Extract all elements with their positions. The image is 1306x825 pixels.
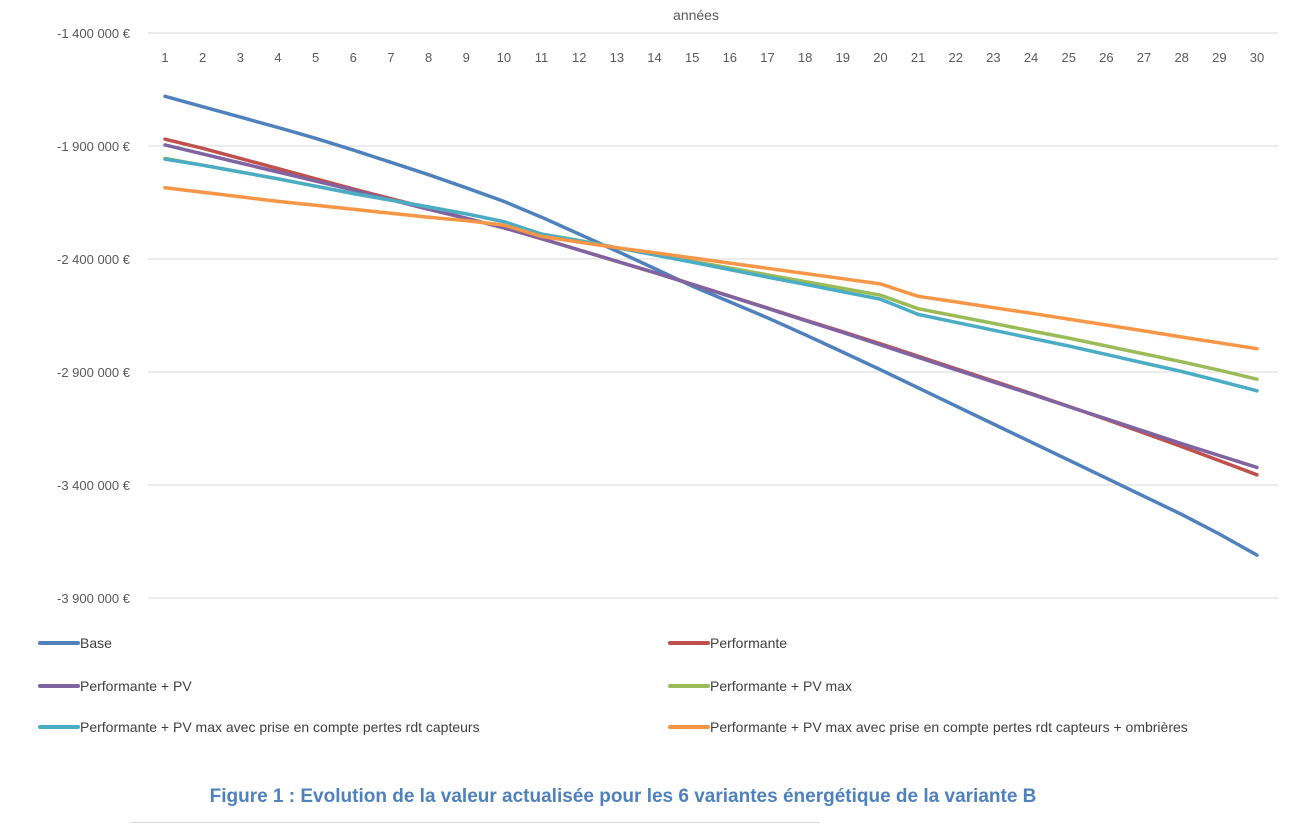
series-line-6	[163, 186, 1259, 351]
legend-label: Performante + PV	[80, 678, 192, 694]
x-tick-label: 9	[463, 50, 470, 65]
legend-label: Performante + PV max avec prise en compt…	[710, 719, 1188, 735]
legend-swatch	[668, 641, 710, 645]
x-tick-label: 8	[425, 50, 432, 65]
legend-label: Performante + PV max	[710, 678, 853, 694]
x-tick-label: 17	[760, 50, 774, 65]
legend-swatch	[668, 684, 710, 688]
x-tick-label: 29	[1212, 50, 1226, 65]
y-tick-label: -1 400 000 €	[57, 26, 131, 41]
legend-swatch	[38, 684, 80, 688]
x-tick-label: 25	[1061, 50, 1075, 65]
legend-label: Base	[80, 635, 112, 651]
x-tick-label: 2	[199, 50, 206, 65]
series-line-5	[163, 157, 1259, 393]
x-tick-label: 13	[610, 50, 624, 65]
x-tick-label: 23	[986, 50, 1000, 65]
x-tick-label: 27	[1137, 50, 1151, 65]
x-tick-label: 6	[350, 50, 357, 65]
x-tick-label: 4	[274, 50, 281, 65]
x-tick-label: 16	[723, 50, 737, 65]
series-line-4	[163, 156, 1259, 381]
series-line-3	[163, 143, 1259, 470]
x-tick-label: 26	[1099, 50, 1113, 65]
gridlines	[148, 32, 1278, 599]
x-tick-label: 3	[237, 50, 244, 65]
legend-item: Performante + PV	[38, 675, 192, 697]
x-tick-label: 10	[497, 50, 511, 65]
x-tick-label: 20	[873, 50, 887, 65]
x-tick-label: 7	[387, 50, 394, 65]
x-tick-label: 18	[798, 50, 812, 65]
legend-item: Performante + PV max avec prise en compt…	[38, 716, 480, 738]
x-tick-label: 1	[161, 50, 168, 65]
legend-item: Performante + PV max	[668, 675, 852, 697]
legend-item: Base	[38, 632, 112, 654]
y-tick-label: -3 400 000 €	[57, 478, 131, 493]
x-axis-title: années	[673, 7, 719, 23]
y-tick-label: -1 900 000 €	[57, 139, 131, 154]
y-tick-label: -2 900 000 €	[57, 365, 131, 380]
line-chart: années -1 400 000 € -1 900 000 € -2 400 00…	[57, 7, 1278, 606]
x-tick-label: 28	[1174, 50, 1188, 65]
bottom-divider	[130, 822, 820, 823]
legend: Base Performante Performante + PV Performan…	[0, 620, 1306, 750]
x-tick-label: 30	[1250, 50, 1264, 65]
x-tick-label: 11	[535, 50, 549, 65]
legend-label: Performante	[710, 635, 788, 651]
x-tick-label: 5	[312, 50, 319, 65]
y-tick-label: -2 400 000 €	[57, 252, 131, 267]
legend-swatch	[668, 725, 710, 729]
legend-item: Performante + PV max avec prise en compt…	[668, 716, 1188, 738]
legend-swatch	[38, 725, 80, 729]
x-tick-label: 24	[1024, 50, 1038, 65]
y-tick-label: -3 900 000 €	[57, 591, 131, 606]
x-axis-ticks: 1 2 3 4 5 6 7 8 9 10 11 12 13 14 15 16 17 18 19 20 21 22 23 24 2…	[161, 50, 1264, 65]
legend-label: Performante + PV max avec prise en compt…	[80, 719, 480, 735]
legend-item: Performante	[668, 632, 787, 654]
x-tick-label: 14	[647, 50, 661, 65]
x-tick-label: 12	[572, 50, 586, 65]
x-tick-label: 15	[685, 50, 699, 65]
series-lines	[163, 94, 1259, 557]
legend-swatch	[38, 641, 80, 645]
x-tick-label: 21	[911, 50, 925, 65]
figure-caption: Figure 1 : Evolution de la valeur actual…	[209, 786, 1037, 807]
y-axis-ticks: -1 400 000 € -1 900 000 € -2 400 000 € -2 9…	[57, 26, 131, 606]
x-tick-label: 22	[949, 50, 963, 65]
series-line-1	[163, 94, 1259, 557]
x-tick-label: 19	[836, 50, 850, 65]
